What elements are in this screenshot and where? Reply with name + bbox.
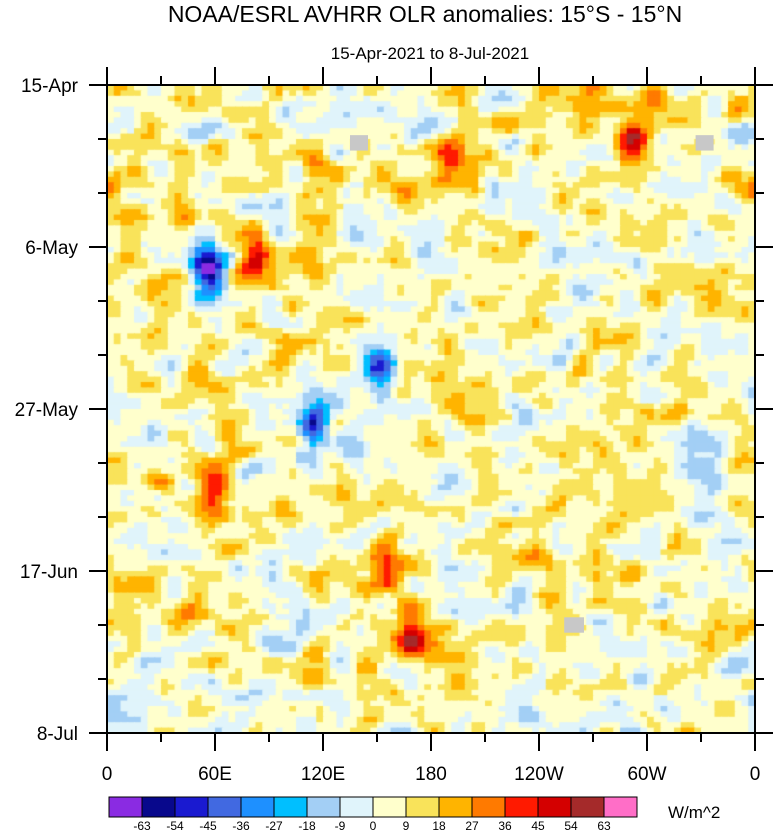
anomaly-field [107, 85, 755, 733]
chart-title: NOAA/ESRL AVHRR OLR anomalies: 15°S - 15… [168, 1, 682, 27]
colorbar-swatch [108, 796, 143, 818]
y-tick-label: 27-May [15, 400, 79, 421]
colorbar-swatch [504, 796, 539, 818]
colorbar-label: -9 [335, 819, 346, 833]
x-tick-label: 0 [750, 764, 761, 785]
missing-data-patch [350, 135, 368, 151]
y-tick-label: 6-May [25, 238, 78, 259]
colorbar-swatch [570, 796, 605, 818]
colorbar-swatch [273, 796, 308, 818]
colorbar: -63 -54 -45 -36 -27 -18 -9 0 9 18 27 36 45 54 63 [108, 796, 638, 833]
colorbar-label: -27 [265, 819, 283, 833]
colorbar-swatch [603, 796, 638, 818]
y-tick-label: 17-Jun [20, 562, 78, 583]
x-tick-label: 60E [198, 764, 232, 785]
colorbar-swatch [471, 796, 506, 818]
x-tick-label: 0 [102, 764, 113, 785]
colorbar-label: 18 [432, 819, 446, 833]
colorbar-label: 54 [564, 819, 578, 833]
colorbar-swatch [141, 796, 176, 818]
colorbar-label: 36 [498, 819, 512, 833]
colorbar-label: 0 [370, 819, 377, 833]
chart-subtitle: 15-Apr-2021 to 8-Jul-2021 [331, 44, 529, 63]
colorbar-label: -54 [166, 819, 184, 833]
missing-data-patch [564, 617, 584, 633]
x-tick-label: 180 [415, 764, 447, 785]
colorbar-label: -18 [298, 819, 316, 833]
x-tick-label: 60W [627, 764, 666, 785]
colorbar-unit: W/m^2 [668, 803, 720, 822]
colorbar-swatch [306, 796, 341, 818]
colorbar-label: -36 [232, 819, 250, 833]
colorbar-swatch [537, 796, 572, 818]
colorbar-swatch [438, 796, 473, 818]
colorbar-swatch [372, 796, 407, 818]
colorbar-label: 27 [465, 819, 479, 833]
plot-area [106, 84, 756, 734]
colorbar-swatch [405, 796, 440, 818]
y-tick-label: 8-Jul [37, 724, 78, 745]
y-tick-label: 15-Apr [21, 76, 79, 97]
missing-data-patch [695, 135, 714, 151]
colorbar-swatch [174, 796, 209, 818]
colorbar-label: -63 [133, 819, 151, 833]
colorbar-label: 9 [403, 819, 410, 833]
colorbar-label: 45 [531, 819, 545, 833]
colorbar-swatch [207, 796, 242, 818]
colorbar-label: -45 [199, 819, 217, 833]
x-tick-label: 120E [301, 764, 345, 785]
x-tick-label: 120W [514, 764, 564, 785]
colorbar-label: 63 [597, 819, 611, 833]
colorbar-swatch [240, 796, 275, 818]
colorbar-swatch [339, 796, 374, 818]
